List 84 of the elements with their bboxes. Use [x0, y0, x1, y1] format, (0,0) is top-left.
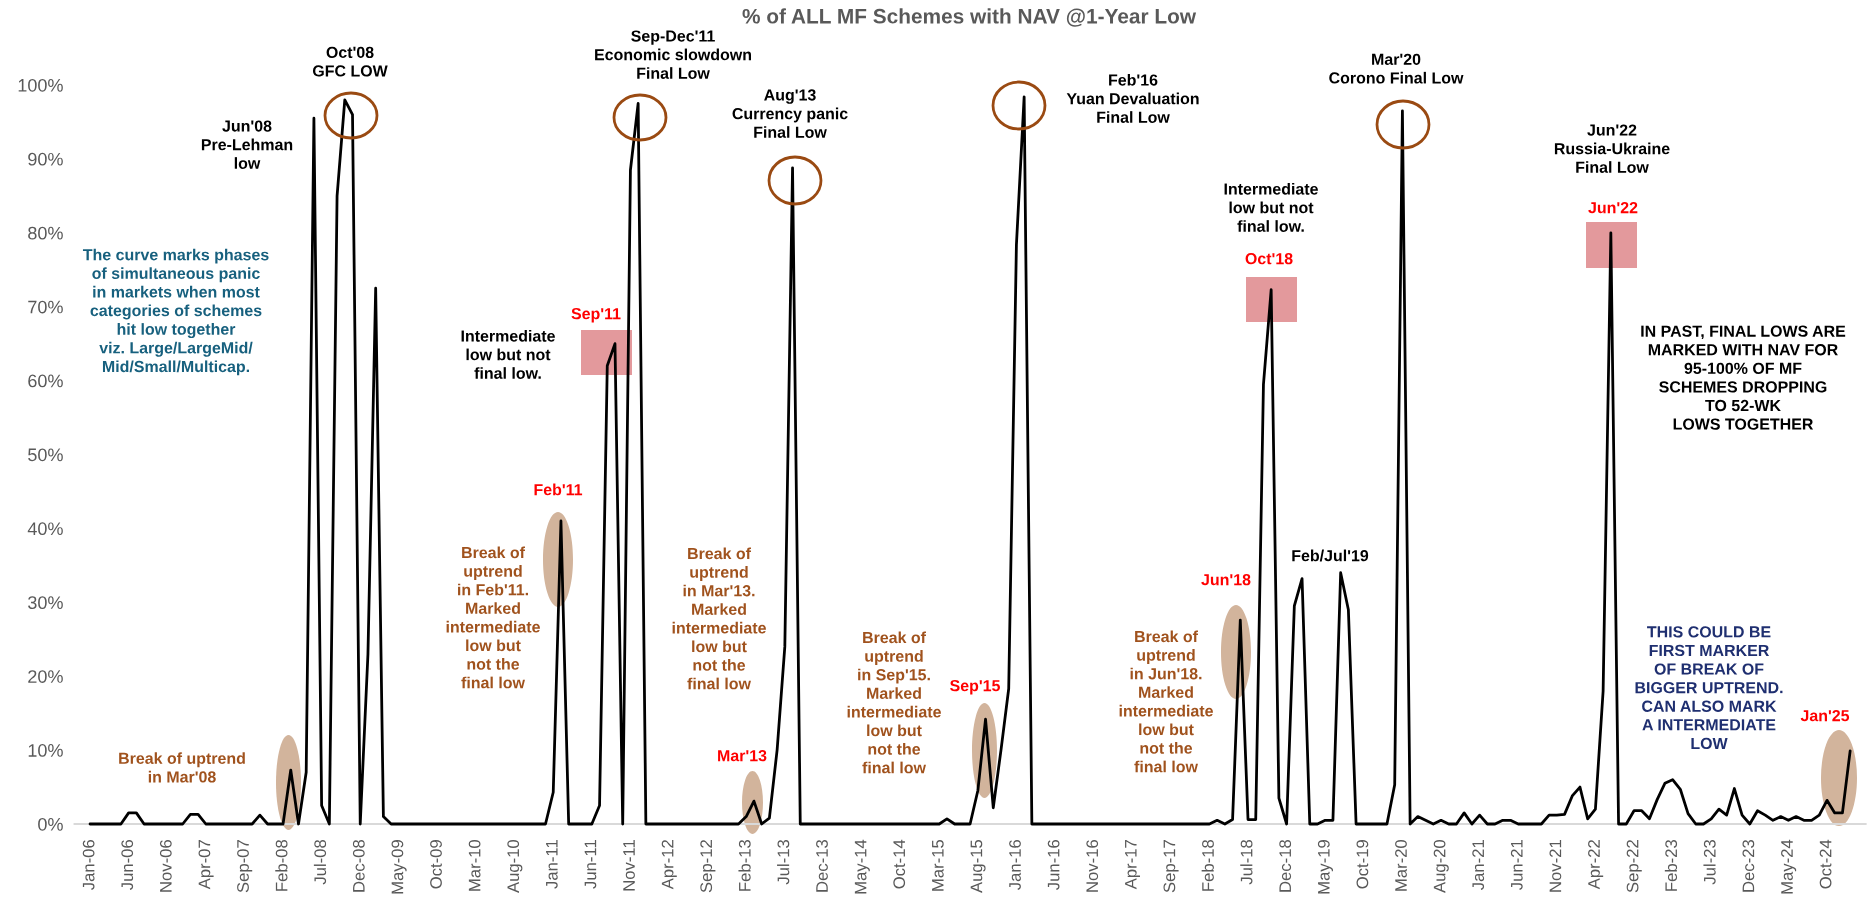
annotation: Feb'11	[534, 483, 583, 496]
x-tick-label: Aug-20	[1433, 839, 1449, 893]
y-tick-label: 70%	[28, 300, 63, 314]
x-tick-label: Jan-21	[1472, 840, 1485, 890]
y-tick-label: 40%	[27, 522, 63, 536]
annotation: IN PAST, FINAL LOWS ARE MARKED WITH NAV FOR 95-100% OF MF SCHEMES DROPPING TO 52-WK LOWS TOGETHER	[1641, 325, 1846, 430]
y-tick-label: 10%	[28, 744, 63, 757]
x-tick-label: Apr-22	[1588, 840, 1604, 890]
x-tick-label: Oct-24	[1819, 839, 1832, 889]
y-tick-label: 0%	[38, 817, 63, 831]
x-tick-label: May-19	[1317, 840, 1333, 894]
x-tick-label: Apr-17	[1125, 840, 1140, 890]
x-tick-label: Jun-11	[584, 840, 597, 889]
y-tick-label: 80%	[28, 226, 63, 240]
annotation: Mar'13	[718, 749, 767, 762]
y-tick-label: 60%	[28, 374, 63, 388]
x-tick-label: Jan-11	[546, 840, 558, 889]
x-tick-label: Jul-08	[313, 840, 327, 885]
y-tick-label: 50%	[28, 448, 63, 462]
annotation: Jun'22 Russia-Ukraine Final Low	[1554, 124, 1670, 173]
annotation: THIS COULD BE FIRST MARKER OF BREAK OF BIGGER UPTREND. CAN ALSO MARK A INTERMEDIATE LOW	[1635, 626, 1783, 750]
y-tick-label: 100%	[18, 78, 63, 92]
annotation: Break of uptrend in Mar'13. Marked intermediate low but not the final low	[672, 547, 766, 690]
annotation: Oct'18	[1245, 252, 1293, 265]
x-tick-label: May-14	[854, 839, 870, 894]
x-tick-label: Jun-06	[121, 840, 134, 890]
x-tick-label: Sep-22	[1626, 840, 1642, 893]
x-tick-label: May-09	[391, 840, 407, 894]
x-tick-label: Jan-16	[1009, 840, 1021, 890]
x-tick-label: Feb-08	[275, 840, 288, 891]
x-tick-label: Apr-12	[661, 840, 677, 890]
annotation: Break of uptrend in Feb'11. Marked intermediate low but not the final low	[446, 546, 540, 689]
x-tick-label: Jul-13	[777, 840, 790, 885]
x-tick-label: Dec-08	[352, 840, 365, 892]
annotation: Break of uptrend in Sep'15. Marked intermediate low but not the final low	[847, 631, 941, 774]
annotation: Jan'25	[1800, 709, 1850, 722]
x-tick-label: Feb-13	[738, 840, 751, 891]
x-tick-label: Jan-06	[82, 840, 95, 890]
annotation: Break of uptrend in Mar'08	[119, 752, 245, 783]
chart-title: % of ALL MF Schemes with NAV @1-Year Low	[742, 8, 1197, 27]
x-tick-label: Aug-10	[507, 839, 523, 893]
x-tick-label: Jul-23	[1703, 840, 1716, 885]
text: Sep-Dec'11 Economic slowdown Final Low	[595, 30, 751, 79]
x-tick-label: Jul-18	[1240, 840, 1253, 885]
x-tick-label: Aug-15	[970, 839, 986, 893]
x-tick-label: Jun-21	[1510, 840, 1523, 890]
x-tick-label: Apr-07	[198, 840, 214, 890]
x-tick-label: Oct-14	[893, 839, 906, 889]
x-tick-label: Mar-10	[468, 839, 481, 891]
annotation: Feb/Jul'19	[1292, 549, 1369, 562]
x-tick-label: Nov-06	[159, 840, 172, 892]
y-tick-label: 90%	[28, 152, 63, 166]
x-tick-label: Sep-07	[237, 840, 253, 893]
annotation: Sep'11	[571, 307, 621, 323]
x-tick-label: Mar-15	[932, 839, 944, 891]
x-tick-label: Mar-20	[1395, 839, 1407, 891]
x-tick-label: Sep-12	[700, 840, 716, 893]
x-tick-label: Feb-23	[1664, 840, 1678, 891]
annotation: Feb'16 Yuan Devaluation Final Low	[1066, 73, 1199, 123]
x-tick-label: Dec-13	[816, 840, 828, 892]
annotation: The curve marks phases of simultaneous panic in markets when most categories of schemes hit low together viz. Large/LargeMid/ Mid/Small/Multicap.	[82, 248, 269, 376]
annotation: Jun'08 Pre-Lehman low	[201, 120, 293, 169]
annotation: Aug'13 Currency panic Final Low	[732, 89, 848, 138]
text: Oct'08 GFC LOW	[312, 46, 388, 77]
y-tick-label: 30%	[28, 596, 63, 610]
y-tick-label: 20%	[28, 670, 63, 683]
x-tick-label: Oct-19	[1356, 840, 1369, 889]
annotation: Break of uptrend in Jun'18. Marked intermediate low but not the final low	[1119, 630, 1213, 773]
annotation: Intermediate low but not final low.	[461, 329, 555, 379]
x-tick-label: Nov-21	[1549, 840, 1562, 892]
x-tick-label: Feb-18	[1201, 840, 1214, 891]
annotation: Intermediate low but not final low.	[1224, 182, 1318, 232]
x-tick-label: Dec-18	[1279, 840, 1292, 892]
text: Mar'20 Corono Final Low	[1329, 53, 1464, 84]
annotation: Jun'22	[1588, 201, 1638, 214]
x-tick-label: Dec-23	[1742, 840, 1755, 892]
x-tick-label: Nov-11	[623, 840, 635, 891]
x-tick-label: Jun-16	[1047, 840, 1060, 890]
annotation: Jun'18	[1201, 573, 1251, 586]
x-tick-label: Sep-17	[1163, 840, 1179, 893]
x-tick-label: Nov-16	[1086, 840, 1099, 892]
x-tick-label: Oct-09	[430, 840, 442, 889]
annotation: Sep'15	[950, 679, 1000, 695]
x-tick-label: May-24	[1781, 839, 1797, 894]
